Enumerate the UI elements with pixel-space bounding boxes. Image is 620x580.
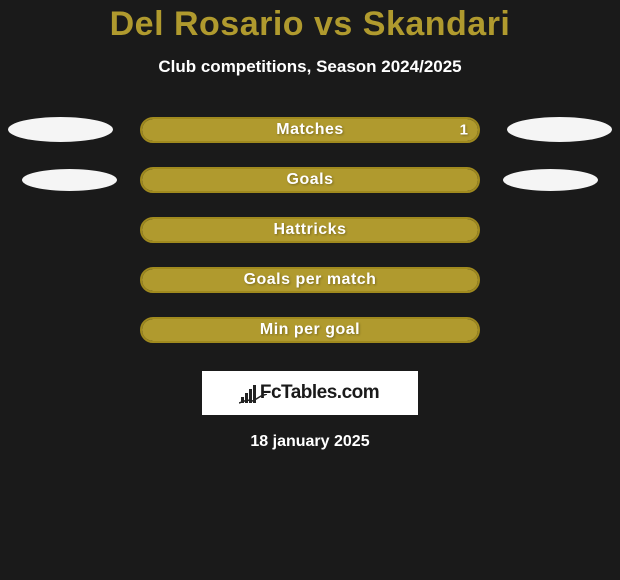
stat-bar: Goals per match [140,267,480,293]
stat-label: Min per goal [260,321,360,339]
date-text: 18 january 2025 [0,433,620,451]
comparison-card: Del Rosario vs Skandari Club competition… [0,0,620,451]
stat-bar: Matches 1 [140,117,480,143]
player-right-marker [503,169,598,191]
player-left-marker [22,169,117,191]
stat-row: Goals per match [0,267,620,293]
logo-box: FcTables.com [202,371,418,415]
stat-row: Hattricks [0,217,620,243]
subtitle: Club competitions, Season 2024/2025 [0,57,620,77]
stat-label: Goals [287,171,334,189]
fctables-chart-icon [241,383,256,403]
stat-bar: Goals [140,167,480,193]
player-left-marker [8,117,113,142]
stat-row: Goals [0,167,620,193]
stat-value-right: 1 [460,121,468,138]
stat-label: Hattricks [274,221,347,239]
stat-row: Matches 1 [0,117,620,143]
stat-label: Goals per match [244,271,377,289]
logo-text: FcTables.com [260,382,379,404]
stat-bar: Min per goal [140,317,480,343]
player-right-marker [507,117,612,142]
stat-rows: Matches 1 Goals Hattricks Goals per match Min… [0,117,620,343]
stat-row: Min per goal [0,317,620,343]
stat-label: Matches [276,121,344,139]
stat-bar: Hattricks [140,217,480,243]
page-title: Del Rosario vs Skandari [0,4,620,45]
